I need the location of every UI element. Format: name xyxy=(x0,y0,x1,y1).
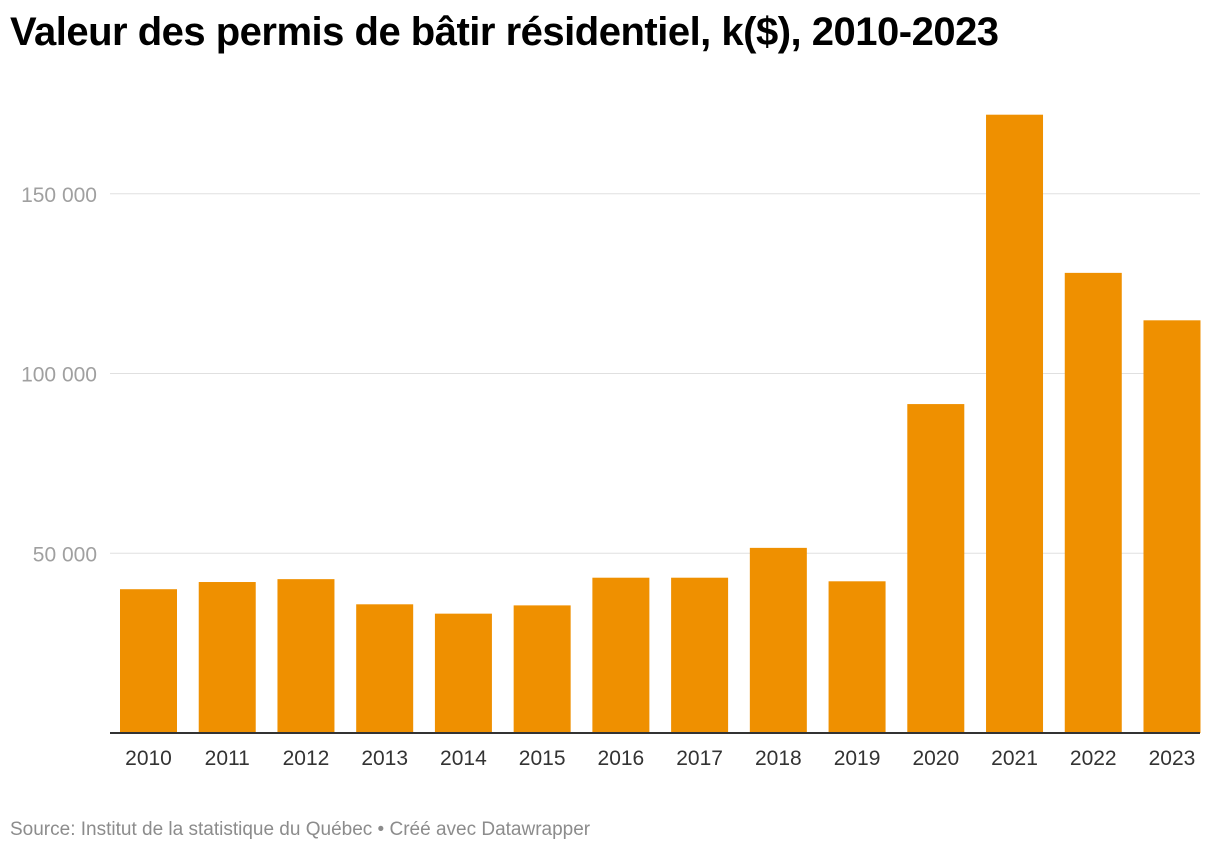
x-tick-label: 2015 xyxy=(519,747,566,770)
bar xyxy=(198,582,256,733)
source-note: Source: Institut de la statistique du Qu… xyxy=(10,819,591,840)
x-tick-label: 2021 xyxy=(991,747,1038,770)
bar xyxy=(907,404,965,733)
x-tick-label: 2019 xyxy=(834,747,881,770)
bar xyxy=(749,547,807,733)
chart-title: Valeur des permis de bâtir résidentiel, … xyxy=(10,10,999,54)
x-tick-label: 2023 xyxy=(1149,747,1196,770)
bar xyxy=(277,579,335,733)
y-axis-ticks: 50 000 100 000 150 000 xyxy=(21,184,97,566)
y-tick-label: 100 000 xyxy=(21,364,97,387)
bar xyxy=(986,114,1044,733)
bar xyxy=(1064,272,1122,733)
bar xyxy=(120,589,177,733)
x-tick-label: 2012 xyxy=(283,747,330,770)
x-tick-label: 2013 xyxy=(361,747,408,770)
y-tick-label: 50 000 xyxy=(33,543,97,566)
x-tick-label: 2017 xyxy=(676,747,723,770)
bar xyxy=(434,613,492,733)
x-tick-label: 2011 xyxy=(205,747,250,770)
x-tick-label: 2014 xyxy=(440,747,487,770)
bar xyxy=(356,604,414,733)
x-tick-label: 2016 xyxy=(598,747,645,770)
x-tick-label: 2022 xyxy=(1070,747,1117,770)
bar xyxy=(592,577,650,733)
x-axis-ticks: 2010 2011 2012 2013 2014 2015 2016 2017 2018 2019… xyxy=(125,747,1195,770)
bar xyxy=(1143,320,1201,733)
x-tick-label: 2020 xyxy=(912,747,959,770)
x-tick-label: 2010 xyxy=(125,747,172,770)
y-tick-label: 150 000 xyxy=(21,184,97,207)
bar xyxy=(828,581,886,733)
bar xyxy=(671,577,729,733)
x-tick-label: 2018 xyxy=(755,747,802,770)
bar xyxy=(513,605,571,733)
bars xyxy=(120,114,1201,733)
